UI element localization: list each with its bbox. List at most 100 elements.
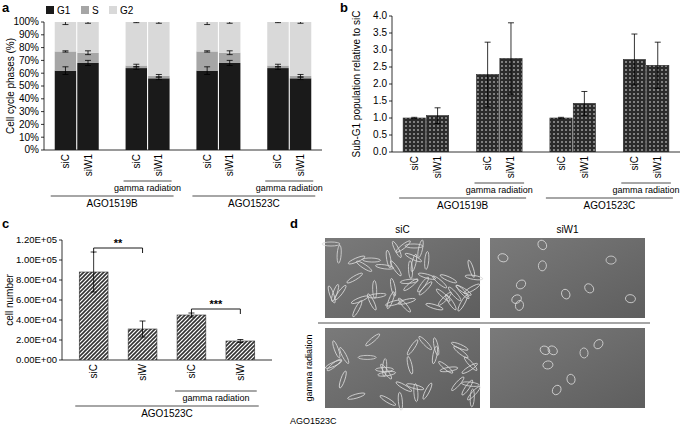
annotation-line <box>124 181 172 182</box>
error-cap <box>204 66 210 67</box>
x-tick-label: siC <box>202 154 213 168</box>
cell-shape <box>467 260 476 278</box>
legend: G1SG2 <box>46 5 134 16</box>
cell-shape <box>351 295 369 305</box>
cell-shape <box>510 293 523 305</box>
legend-swatch <box>46 6 54 14</box>
plot-area <box>403 23 669 152</box>
error-cap <box>156 74 162 75</box>
x-tick-label: siC <box>131 154 142 168</box>
cell-shape <box>405 244 423 248</box>
y-tick <box>389 152 392 153</box>
legend-label: G1 <box>57 5 71 16</box>
bar-segment <box>55 22 76 51</box>
error-cap <box>227 60 233 61</box>
error-cap <box>581 115 587 116</box>
x-tick-label: siW1 <box>295 154 306 177</box>
error-stem <box>142 321 143 337</box>
x-tick-label: siW1 <box>505 156 516 179</box>
error-bar <box>411 117 417 118</box>
x-tick-label: siC <box>409 156 420 170</box>
cell-shape <box>400 278 418 284</box>
micrograph <box>490 238 645 318</box>
cell-shape <box>418 335 433 351</box>
error-cap <box>227 50 233 51</box>
y-tick <box>41 22 44 23</box>
error-cap <box>435 123 441 124</box>
cell-shape <box>432 275 448 290</box>
y-tick <box>389 16 392 17</box>
cell-shape <box>546 344 559 356</box>
error-cap <box>275 66 281 67</box>
cell-shape <box>542 360 553 369</box>
x-tick-label: siC <box>272 154 283 168</box>
x-tick-label: siW <box>235 363 246 380</box>
error-bar <box>227 22 233 23</box>
y-tick <box>41 137 44 138</box>
cell-shape <box>410 254 418 272</box>
x-tick-label: siW <box>137 363 148 380</box>
legend-label: S <box>92 5 99 16</box>
cell-shape <box>398 392 404 410</box>
y-tick <box>41 98 44 99</box>
annotation-line <box>475 183 525 184</box>
error-cap <box>237 339 243 340</box>
cell-shape <box>389 278 396 296</box>
cell-shape <box>432 337 440 355</box>
cell-shape <box>566 373 576 385</box>
error-stem <box>65 67 66 75</box>
plot-area <box>55 22 312 150</box>
error-bar <box>62 67 68 75</box>
annotation: gamma radiation <box>466 185 533 195</box>
annotation: gamma radiation <box>114 183 181 193</box>
error-stem <box>437 108 438 124</box>
cell-shape <box>450 376 465 392</box>
annotation-line <box>175 391 257 392</box>
cell-shape <box>536 239 548 252</box>
significance-label: *** <box>209 298 223 310</box>
bar-segment <box>196 71 217 150</box>
y-tick-label: 90% <box>19 29 39 40</box>
error-stem <box>657 42 658 88</box>
error-cap <box>298 79 304 80</box>
cell-shape <box>461 362 478 375</box>
bar-segment <box>290 78 311 150</box>
error-cap <box>133 69 139 70</box>
error-cap <box>204 52 210 53</box>
error-bar <box>85 60 91 65</box>
cell-shape <box>375 367 393 371</box>
panel-c: ccell number0.00E+002.00E+044.00E+046.00… <box>2 216 272 419</box>
error-cap <box>188 317 194 318</box>
error-cap <box>156 77 162 78</box>
cell-shape <box>395 239 412 253</box>
cell-shape <box>333 284 347 301</box>
error-cap <box>298 74 304 75</box>
annotation-line <box>265 181 313 182</box>
error-bar <box>581 91 587 115</box>
error-bar <box>62 51 68 52</box>
cell-shape <box>560 288 572 301</box>
bar-segment <box>148 22 169 76</box>
error-bar <box>140 321 146 337</box>
y-tick <box>389 135 392 136</box>
x-tick-label: siC <box>186 364 197 378</box>
bar-segment <box>148 78 169 150</box>
cell-shape <box>444 294 457 311</box>
y-tick <box>59 360 62 361</box>
cell-shape <box>538 261 547 272</box>
error-cap <box>508 22 514 23</box>
error-cap <box>204 24 210 25</box>
y-tick-label: 4.0 <box>373 10 387 21</box>
error-bar <box>204 67 210 75</box>
row-separator <box>318 323 650 324</box>
error-cap <box>133 66 139 67</box>
cell-shape <box>455 284 472 297</box>
y-tick-label: 0.5 <box>373 129 387 140</box>
bar-segment <box>126 68 147 150</box>
bar-segment <box>77 63 98 150</box>
micrograph-bg <box>325 238 480 318</box>
error-cap <box>62 50 68 51</box>
cell-shape <box>417 240 425 258</box>
y-tick-label: 70% <box>19 55 39 66</box>
bar-segment <box>219 63 240 150</box>
